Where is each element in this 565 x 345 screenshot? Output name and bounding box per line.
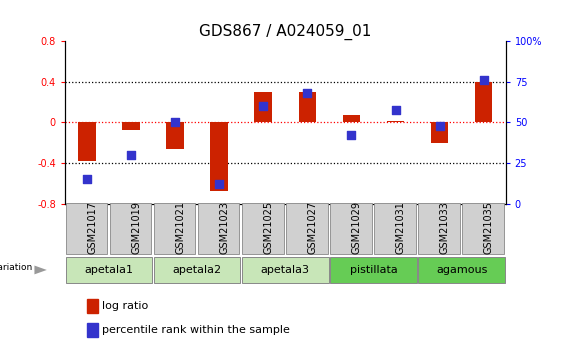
FancyBboxPatch shape	[242, 203, 284, 254]
FancyBboxPatch shape	[463, 203, 504, 254]
Bar	[87, 323, 98, 337]
Bar	[122, 122, 140, 130]
Text: percentile rank within the sample: percentile rank within the sample	[102, 325, 290, 335]
FancyBboxPatch shape	[154, 203, 195, 254]
Text: GSM21017: GSM21017	[87, 201, 97, 254]
Text: GSM21031: GSM21031	[396, 201, 406, 254]
Bar	[342, 115, 360, 122]
Bar	[87, 299, 98, 313]
Text: apetala1: apetala1	[85, 265, 133, 275]
Bar	[78, 122, 96, 161]
FancyBboxPatch shape	[110, 203, 151, 254]
Text: GSM21033: GSM21033	[440, 201, 450, 254]
Point	[127, 152, 136, 158]
Text: GSM21029: GSM21029	[351, 201, 362, 254]
Point	[171, 120, 180, 125]
FancyBboxPatch shape	[286, 203, 328, 254]
Bar	[210, 122, 228, 191]
Bar	[254, 92, 272, 122]
Text: GSM21019: GSM21019	[131, 201, 141, 254]
FancyBboxPatch shape	[66, 203, 107, 254]
Text: GSM21027: GSM21027	[307, 201, 318, 254]
Point	[347, 133, 356, 138]
Point	[215, 181, 224, 187]
Text: GSM21025: GSM21025	[263, 201, 273, 254]
Text: GSM21021: GSM21021	[175, 201, 185, 254]
Point	[435, 123, 444, 128]
FancyBboxPatch shape	[419, 257, 505, 283]
Text: pistillata: pistillata	[350, 265, 397, 275]
Point	[303, 90, 312, 96]
Text: genotype/variation: genotype/variation	[0, 263, 33, 272]
Text: apetala2: apetala2	[173, 265, 221, 275]
FancyBboxPatch shape	[242, 257, 328, 283]
Point	[479, 78, 488, 83]
FancyBboxPatch shape	[375, 203, 416, 254]
Text: apetala3: apetala3	[261, 265, 310, 275]
Text: GSM21035: GSM21035	[484, 201, 494, 254]
Polygon shape	[34, 266, 47, 274]
Text: log ratio: log ratio	[102, 301, 149, 311]
FancyBboxPatch shape	[331, 203, 372, 254]
FancyBboxPatch shape	[66, 257, 152, 283]
FancyBboxPatch shape	[154, 257, 240, 283]
Text: agamous: agamous	[436, 265, 487, 275]
Bar	[475, 82, 493, 122]
Bar	[386, 121, 405, 122]
Bar	[166, 122, 184, 149]
Title: GDS867 / A024059_01: GDS867 / A024059_01	[199, 24, 372, 40]
Bar	[298, 92, 316, 122]
Bar	[431, 122, 449, 143]
Point	[82, 177, 92, 182]
Point	[391, 107, 400, 112]
Text: GSM21023: GSM21023	[219, 201, 229, 254]
FancyBboxPatch shape	[419, 203, 460, 254]
FancyBboxPatch shape	[198, 203, 240, 254]
FancyBboxPatch shape	[331, 257, 416, 283]
Point	[259, 104, 268, 109]
